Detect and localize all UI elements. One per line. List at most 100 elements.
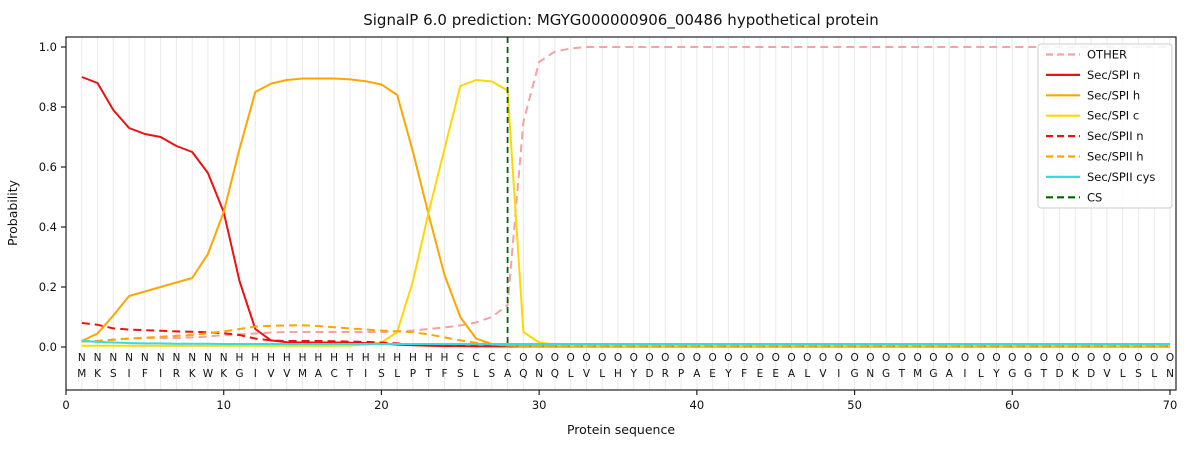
axes-frame [65,36,1177,391]
region-letter: O [1119,352,1127,364]
region-letter: C [504,352,511,364]
region-letter: O [945,352,953,364]
legend-label-other: OTHER [1087,48,1127,62]
region-letter: O [677,352,685,364]
sequence-letters: NMNKNSNINFNINRNKNWNKHGHIHVHVHMHAHCHTHIHS… [77,352,1174,380]
residue-letter: T [1040,368,1048,380]
residue-letter: G [851,368,859,380]
residue-letter: P [678,368,684,380]
residue-letter: L [1151,368,1157,380]
residue-letter: D [1056,368,1064,380]
region-letter: O [1040,352,1048,364]
residue-letter: F [741,368,747,380]
residue-letter: N [535,368,543,380]
x-tick-label: 60 [1005,398,1020,412]
region-letter: H [425,352,433,364]
residue-letter: V [283,368,291,380]
x-tick-label: 10 [216,398,231,412]
region-letter: O [756,352,764,364]
residue-letter: Y [724,368,732,380]
residue-letter: Y [992,368,1000,380]
legend-label-cs: CS [1087,190,1102,204]
region-letter: N [172,352,180,364]
residue-letter: A [504,368,512,380]
region-letter: O [598,352,606,364]
region-letter: O [898,352,906,364]
residue-letter: E [709,368,716,380]
curve-sec-spi-n [81,76,1170,348]
legend-label-sec-spii-n: Sec/SPII n [1087,129,1144,143]
region-letter: O [929,352,937,364]
residue-letter: D [645,368,653,380]
residue-letter: G [1008,368,1016,380]
legend-label-sec-spi-c: Sec/SPI c [1087,109,1139,123]
plot-title: SignalP 6.0 prediction: MGYG000000906_00… [363,11,879,30]
x-tick-label: 70 [1163,398,1178,412]
residue-letter: M [298,368,307,380]
gridlines [81,37,1171,390]
residue-letter: L [978,368,984,380]
residue-letter: S [488,368,495,380]
region-letter: O [882,352,890,364]
region-letter: H [236,352,244,364]
residue-letter: A [788,368,796,380]
residue-letter: M [913,368,922,380]
region-letter: H [393,352,401,364]
region-letter: C [488,352,495,364]
region-letter: O [614,352,622,364]
region-letter: O [835,352,843,364]
residue-letter: K [189,368,197,380]
residue-letter: Y [630,368,638,380]
curve-other [81,46,1170,342]
frame [65,36,1177,391]
x-tick-label: 0 [62,398,69,412]
region-letter: O [866,352,874,364]
residue-letter: E [772,368,779,380]
residue-letter: I [364,368,367,380]
residue-letter: K [94,368,102,380]
residue-letter: L [599,368,605,380]
region-letter: H [362,352,370,364]
residue-letter: T [346,368,354,380]
y-tick-label: 0.8 [39,100,57,114]
axis-ticks: 0 10 20 30 40 50 60 70 0.0 0.2 0.4 0.6 0.8 1.0 [39,40,1178,412]
residue-letter: V [267,368,275,380]
region-letter: O [1150,352,1158,364]
residue-letter: I [254,368,257,380]
x-axis-label: Protein sequence [567,422,675,437]
y-axis-label: Probability [5,179,20,246]
region-letter: O [1087,352,1095,364]
region-letter: C [457,352,464,364]
x-tick-label: 50 [847,398,862,412]
legend-label-sec-spii-h: Sec/SPII h [1087,150,1144,164]
region-letter: O [787,352,795,364]
legend-label-sec-spii-cys: Sec/SPII cys [1087,170,1155,184]
residue-letter: S [110,368,117,380]
residue-letter: S [457,368,464,380]
region-letter: O [645,352,653,364]
curve-sec-spii-n [81,322,1170,348]
region-letter: O [914,352,922,364]
region-letter: O [1071,352,1079,364]
region-letter: N [188,352,196,364]
residue-letter: E [757,368,764,380]
region-letter: O [1103,352,1111,364]
region-letter: O [567,352,575,364]
residue-letter: I [128,368,131,380]
residue-letter: Q [519,368,527,380]
region-letter: O [992,352,1000,364]
y-tick-label: 0.0 [39,340,57,354]
region-letter: N [125,352,133,364]
residue-letter: A [946,368,954,380]
residue-letter: L [473,368,479,380]
residue-letter: K [220,368,228,380]
region-letter: O [819,352,827,364]
region-letter: N [94,352,102,364]
region-letter: O [772,352,780,364]
legend: OTHER Sec/SPI n Sec/SPI h Sec/SPI c Sec/SPII… [1037,43,1173,209]
residue-letter: I [837,368,840,380]
region-letter: H [441,352,449,364]
legend-box [1037,43,1173,209]
region-letter: O [1134,352,1142,364]
